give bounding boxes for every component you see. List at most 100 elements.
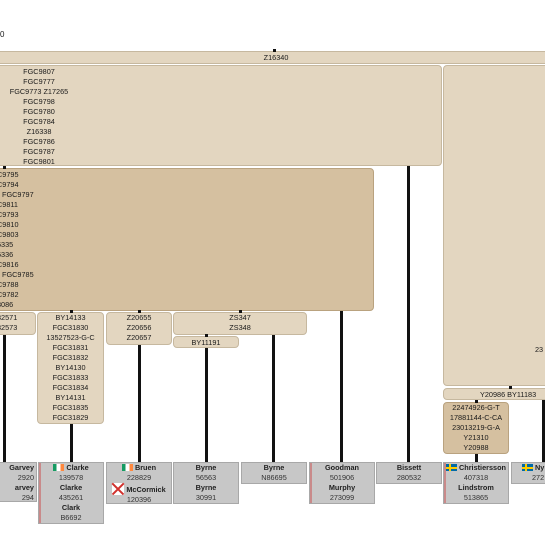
subclade-block-mid[interactable]: C9795 C9794 FGC9797 C9811 C9793 C9810 C9…	[0, 168, 374, 311]
snp-label: FGC9798	[23, 97, 55, 106]
snp-label: FGC9801	[23, 157, 55, 166]
node-dot	[138, 310, 141, 313]
tree-connector	[542, 400, 545, 462]
subclade-b4[interactable]: BY11191	[173, 336, 239, 348]
snp-label: FGC9787	[23, 147, 55, 156]
kit-number: 435261	[58, 493, 84, 502]
snp-label: FGC9773 Z17265	[9, 87, 69, 96]
kit-number: 120396	[126, 495, 152, 504]
node-dot	[509, 386, 512, 389]
snp-label: 22474926-G-T	[452, 403, 500, 412]
snp-label: FGC31835	[52, 403, 89, 412]
snp-label: FGC9797	[2, 190, 34, 199]
snp-label: Z20656	[126, 323, 152, 332]
kit-number: 2920	[17, 473, 34, 482]
snp-label: FGC9786	[23, 137, 55, 146]
snp-label: FGC31829	[52, 413, 89, 422]
kit-card[interactable]: Bissett 280532	[376, 462, 442, 484]
right-panel-label: 23	[535, 345, 544, 354]
subclade-block-left[interactable]: FGC9807 FGC9777 FGC9773 Z17265 FGC9798 F…	[0, 65, 442, 166]
kit-number: 228829	[126, 473, 152, 482]
kit-card[interactable]: Goodman 501906 Murphy 273099	[309, 462, 375, 504]
surname: Ny	[535, 463, 545, 472]
snp-label: ZS348	[229, 323, 251, 332]
subclade-b1[interactable]: BY14133 FGC31830 13527523-G-C FGC31831 F…	[37, 312, 104, 424]
subclade-right-sub[interactable]: 22474926-G-T 17881144-C-CA 23013219-G-A …	[443, 402, 509, 454]
subclade-block-left-snps: FGC9807 FGC9777 FGC9773 Z17265 FGC9798 F…	[0, 67, 81, 166]
tree-connector	[475, 454, 478, 462]
snp-label: FGC31832	[52, 353, 89, 362]
surname: Bissett	[396, 463, 422, 472]
tree-connector	[272, 335, 275, 462]
card-marker	[39, 463, 41, 523]
kit-number: 56563	[195, 473, 217, 482]
sweden-flag-icon	[522, 464, 533, 471]
kit-number: 513865	[463, 493, 489, 502]
surname: Clarke	[66, 463, 89, 472]
root-label: Z16340	[263, 53, 289, 62]
subclade-b0[interactable]: 32571 32573	[0, 312, 36, 335]
subclade-block-right[interactable]	[443, 65, 545, 386]
scotland-flag-icon	[112, 483, 125, 495]
snp-label: 3086	[0, 300, 14, 309]
snp-label: C9782	[0, 290, 19, 299]
kit-card[interactable]: Garvey 2920 arvey 294	[0, 462, 37, 502]
kit-card[interactable]: Byrne N86695	[241, 462, 307, 484]
kit-number: 294	[21, 493, 34, 502]
ireland-flag-icon	[53, 464, 65, 471]
node-dot	[475, 400, 478, 403]
surname: Murphy	[328, 483, 356, 492]
snp-label: Z20655	[126, 313, 152, 322]
kit-card[interactable]: Ny 272	[511, 462, 545, 484]
surname: Byrne	[195, 483, 217, 492]
snp-label: C9816	[0, 260, 19, 269]
snp-label: C9811	[0, 200, 18, 209]
kit-number: 273099	[329, 493, 355, 502]
kit-card[interactable]: Bruen 228829 McCormick 120396	[106, 462, 172, 504]
kit-number: 501906	[329, 473, 355, 482]
snp-label: 13527523-G-C	[46, 333, 95, 342]
ireland-flag-icon	[121, 464, 133, 471]
snp-label: BY14130	[55, 363, 86, 372]
snp-label: ZS347	[229, 313, 251, 322]
snp-label: C9788	[0, 280, 19, 289]
snp-label: C9794	[0, 180, 19, 189]
snp-label: 32571	[0, 313, 18, 322]
snp-label: FGC9777	[23, 77, 55, 86]
snp-label: BY11191	[191, 338, 221, 347]
snp-label: C9795	[0, 170, 19, 179]
snp-label: FGC9785	[2, 270, 34, 279]
surname: McCormick	[126, 485, 166, 494]
snp-label: FGC9780	[23, 107, 55, 116]
snp-label: C9793	[0, 210, 19, 219]
root-haplogroup-bar[interactable]: Z16340	[0, 51, 545, 64]
snp-label: FGC31831	[52, 343, 89, 352]
snp-label: 23013219-G-A	[452, 423, 500, 432]
snp-label: Z20657	[126, 333, 152, 342]
tree-connector	[3, 335, 6, 462]
kit-card[interactable]: Clarke 139578 Clarke 435261 Clark B6692	[38, 462, 104, 524]
card-marker	[444, 463, 446, 503]
kit-number: 30991	[195, 493, 217, 502]
snp-label: Y20988	[463, 443, 489, 452]
snp-label: 32573	[0, 323, 18, 332]
surname: arvey	[14, 483, 34, 492]
snp-label: BY14133	[55, 313, 86, 322]
snp-label: FGC9807	[23, 67, 55, 76]
node-dot	[70, 310, 73, 313]
node-dot	[239, 310, 242, 313]
snp-label: C9803	[0, 230, 19, 239]
root-connector	[273, 49, 276, 52]
kit-number: N86695	[261, 473, 287, 482]
tree-connector	[138, 345, 141, 462]
snp-label: 6335	[0, 240, 14, 249]
subclade-right-bar[interactable]: Y20986 BY11183	[443, 388, 545, 400]
subclade-b3[interactable]: ZS347 ZS348	[173, 312, 307, 335]
surname: Garvey	[9, 463, 34, 472]
surname: Lindstrom	[458, 483, 494, 492]
snp-label: Z16338	[26, 127, 52, 136]
subclade-b2[interactable]: Z20655 Z20656 Z20657	[106, 312, 172, 345]
kit-card[interactable]: Byrne 56563 Byrne 30991	[173, 462, 239, 504]
surname: Christiersson	[458, 463, 507, 472]
kit-card[interactable]: Christiersson 407318 Lindstrom 513865	[443, 462, 509, 504]
